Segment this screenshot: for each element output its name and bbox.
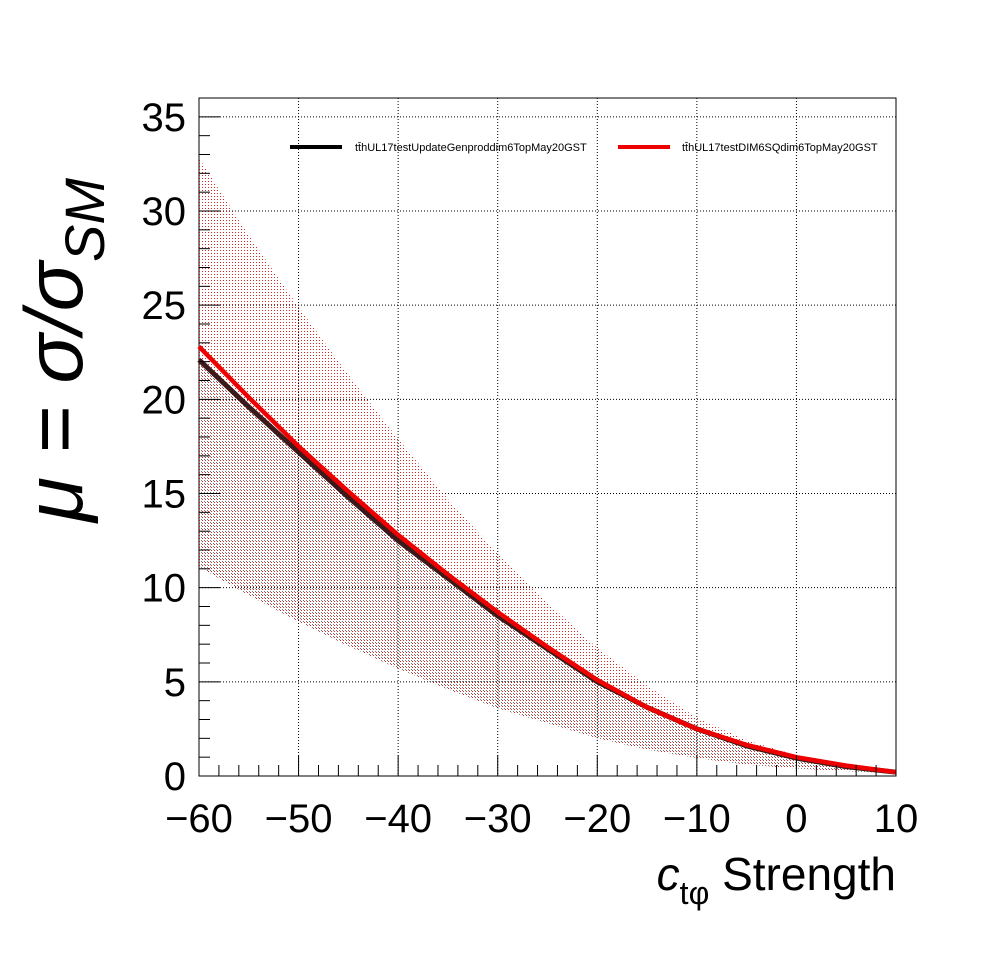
error-bands (199, 158, 896, 774)
legend-label-1: tt̄hUL17testUpdateGenproddim6TopMay20GST (355, 142, 587, 154)
x-tick-label: −50 (265, 797, 333, 841)
y-axis-title-main: μ = σ/σ (9, 258, 100, 524)
x-tick-label: −30 (464, 797, 532, 841)
axis-ticks (198, 97, 897, 777)
x-tick-label: 10 (874, 797, 919, 841)
tick-labels: −60 −50 −40 −30 −20 −10 0 10 0 5 10 15 20 25 30 35 (142, 96, 919, 841)
x-tick-label: −10 (663, 797, 731, 841)
x-tick-label: −60 (165, 797, 233, 841)
x-axis-title: ctφ Strength (657, 848, 896, 911)
y-tick-label: 20 (142, 378, 187, 422)
series-line-2 (197, 345, 897, 775)
legend-label-2: tt̄hUL17testDIM6SQdim6TopMay20GST (682, 142, 878, 154)
uncertainty-band-2 (199, 158, 896, 774)
series-lines (197, 345, 897, 775)
x-tick-label: 0 (785, 797, 807, 841)
y-tick-label: 25 (142, 284, 187, 328)
x-tick-label: −40 (364, 797, 432, 841)
x-axis-title-main: c (657, 848, 680, 900)
y-tick-label: 5 (164, 661, 186, 705)
y-axis-title-sub: SM (53, 178, 116, 262)
y-tick-label: 30 (142, 190, 187, 234)
x-tick-label: −20 (563, 797, 631, 841)
x-axis-title-rest: Strength (709, 848, 896, 900)
y-tick-label: 35 (142, 96, 187, 140)
x-axis-title-sub: tφ (680, 875, 710, 911)
y-tick-label: 0 (164, 755, 186, 799)
y-tick-label: 15 (142, 473, 187, 517)
legend: tt̄hUL17testUpdateGenproddim6TopMay20GST… (290, 142, 878, 154)
y-tick-label: 10 (142, 567, 187, 611)
y-axis-title: μ = σ/σSM (9, 178, 116, 524)
